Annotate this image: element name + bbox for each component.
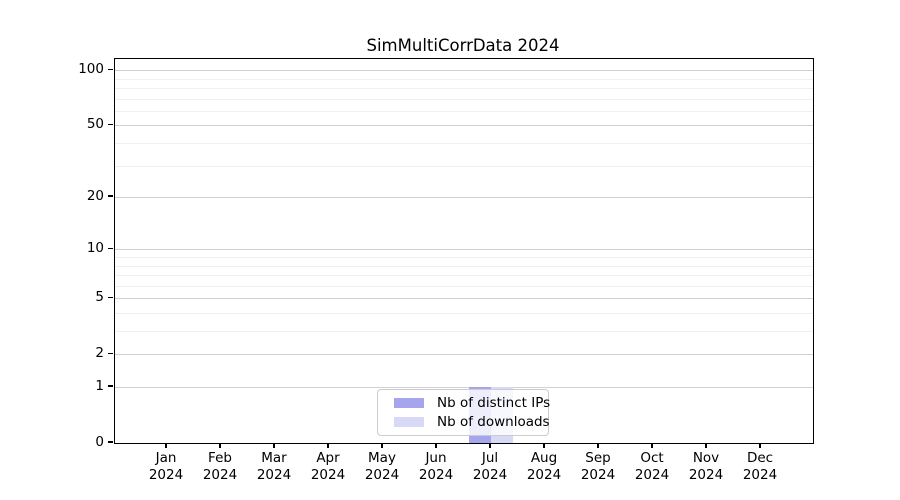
minor-gridline (115, 313, 813, 314)
minor-gridline (115, 285, 813, 287)
x-tick-mark (759, 443, 761, 448)
legend-swatch-downloads-icon (394, 417, 424, 427)
x-tick-label: Oct 2024 (634, 450, 670, 483)
y-tick-label: 100 (78, 61, 104, 78)
y-tick-label: 20 (86, 188, 104, 205)
major-gridline (115, 387, 813, 388)
minor-gridline (115, 331, 813, 332)
x-tick-mark (543, 443, 545, 448)
major-gridline (115, 125, 813, 127)
y-tick-mark (108, 385, 113, 387)
y-tick-label: 10 (86, 240, 104, 257)
x-tick-mark (273, 443, 275, 448)
x-tick-label: May 2024 (364, 450, 400, 483)
legend-label-downloads: Nb of downloads (437, 414, 550, 430)
legend-swatch-distinct-ips-icon (394, 398, 424, 408)
y-tick-mark (108, 247, 113, 249)
major-gridline (115, 354, 813, 356)
minor-gridline (115, 143, 813, 144)
x-tick-label: Jan 2024 (148, 450, 184, 483)
x-tick-mark (651, 443, 653, 448)
x-tick-label: Feb 2024 (202, 450, 238, 483)
x-tick-label: Nov 2024 (688, 450, 724, 483)
x-tick-label: Jun 2024 (418, 450, 454, 483)
y-tick-label: 50 (86, 116, 104, 133)
x-tick-mark (705, 443, 707, 448)
x-tick-label: Apr 2024 (310, 450, 346, 483)
legend: Nb of distinct IPs Nb of downloads (377, 389, 550, 436)
y-tick-mark (108, 441, 113, 443)
minor-gridline (115, 88, 813, 89)
x-tick-mark (597, 443, 599, 448)
x-tick-mark (219, 443, 221, 448)
x-tick-mark (327, 443, 329, 448)
major-gridline (115, 70, 813, 72)
minor-gridline (115, 98, 813, 100)
x-tick-mark (435, 443, 437, 448)
chart-title: SimMultiCorrData 2024 (366, 36, 560, 55)
x-tick-label: Mar 2024 (256, 450, 292, 483)
y-tick-mark (108, 123, 113, 126)
legend-item-distinct-ips: Nb of distinct IPs (394, 396, 550, 410)
y-tick-mark (108, 296, 113, 298)
y-tick-label: 5 (95, 289, 104, 306)
x-tick-label: Jul 2024 (472, 450, 508, 483)
minor-gridline (115, 110, 813, 112)
major-gridline (115, 298, 813, 300)
y-tick-label: 1 (95, 378, 104, 394)
x-tick-mark (381, 443, 383, 448)
major-gridline (115, 249, 813, 251)
x-tick-mark (489, 443, 491, 448)
minor-gridline (115, 165, 813, 167)
minor-gridline (115, 265, 813, 267)
minor-gridline (115, 78, 813, 80)
x-tick-label: Aug 2024 (526, 450, 562, 483)
plot-area (114, 58, 814, 444)
x-tick-label: Dec 2024 (742, 450, 778, 483)
legend-item-downloads: Nb of downloads (394, 415, 550, 429)
major-gridline (115, 197, 813, 199)
y-tick-label: 0 (95, 434, 104, 450)
minor-gridline (115, 275, 813, 276)
x-tick-label: Sep 2024 (580, 450, 616, 483)
minor-gridline (115, 257, 813, 258)
y-tick-mark (108, 352, 113, 354)
y-tick-mark (108, 195, 113, 197)
y-tick-label: 2 (95, 345, 104, 362)
y-tick-mark (108, 68, 113, 70)
legend-label-distinct-ips: Nb of distinct IPs (437, 395, 551, 411)
x-tick-mark (165, 443, 167, 448)
